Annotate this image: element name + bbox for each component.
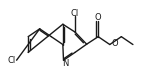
- Text: O: O: [112, 39, 118, 48]
- Text: Cl: Cl: [71, 9, 79, 18]
- Text: N: N: [62, 59, 68, 68]
- Text: O: O: [95, 13, 102, 22]
- Text: Cl: Cl: [8, 56, 16, 65]
